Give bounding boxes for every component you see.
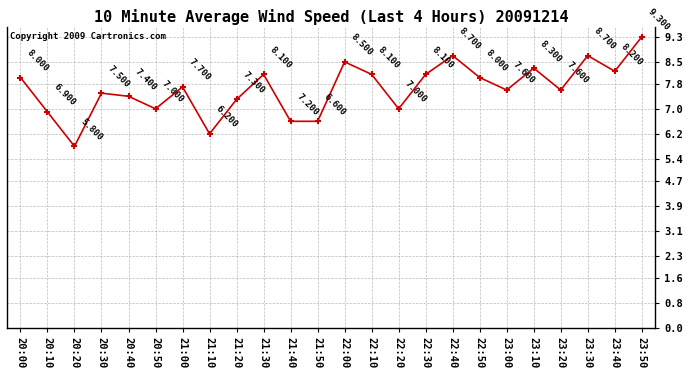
Text: 9.300: 9.300 bbox=[646, 7, 671, 33]
Text: 8.700: 8.700 bbox=[457, 26, 482, 51]
Text: 8.100: 8.100 bbox=[268, 45, 293, 70]
Text: 8.000: 8.000 bbox=[25, 48, 50, 74]
Text: 7.400: 7.400 bbox=[132, 67, 158, 92]
Text: 8.500: 8.500 bbox=[348, 32, 374, 58]
Text: 7.300: 7.300 bbox=[241, 70, 266, 95]
Text: 6.900: 6.900 bbox=[52, 82, 77, 108]
Text: 6.200: 6.200 bbox=[214, 104, 239, 130]
Text: 8.100: 8.100 bbox=[376, 45, 401, 70]
Text: 8.000: 8.000 bbox=[484, 48, 509, 74]
Text: 8.100: 8.100 bbox=[430, 45, 455, 70]
Text: 7.500: 7.500 bbox=[106, 64, 131, 89]
Title: 10 Minute Average Wind Speed (Last 4 Hours) 20091214: 10 Minute Average Wind Speed (Last 4 Hou… bbox=[94, 9, 569, 25]
Text: 7.000: 7.000 bbox=[403, 79, 428, 105]
Text: 5.800: 5.800 bbox=[79, 117, 104, 142]
Text: 7.600: 7.600 bbox=[565, 60, 590, 86]
Text: 7.600: 7.600 bbox=[511, 60, 536, 86]
Text: 7.700: 7.700 bbox=[187, 57, 212, 83]
Text: 8.300: 8.300 bbox=[538, 39, 563, 64]
Text: 8.700: 8.700 bbox=[592, 26, 618, 51]
Text: 7.000: 7.000 bbox=[159, 79, 185, 105]
Text: 8.200: 8.200 bbox=[619, 42, 644, 67]
Text: 7.200: 7.200 bbox=[295, 92, 320, 117]
Text: 6.600: 6.600 bbox=[322, 92, 347, 117]
Text: Copyright 2009 Cartronics.com: Copyright 2009 Cartronics.com bbox=[10, 32, 166, 41]
